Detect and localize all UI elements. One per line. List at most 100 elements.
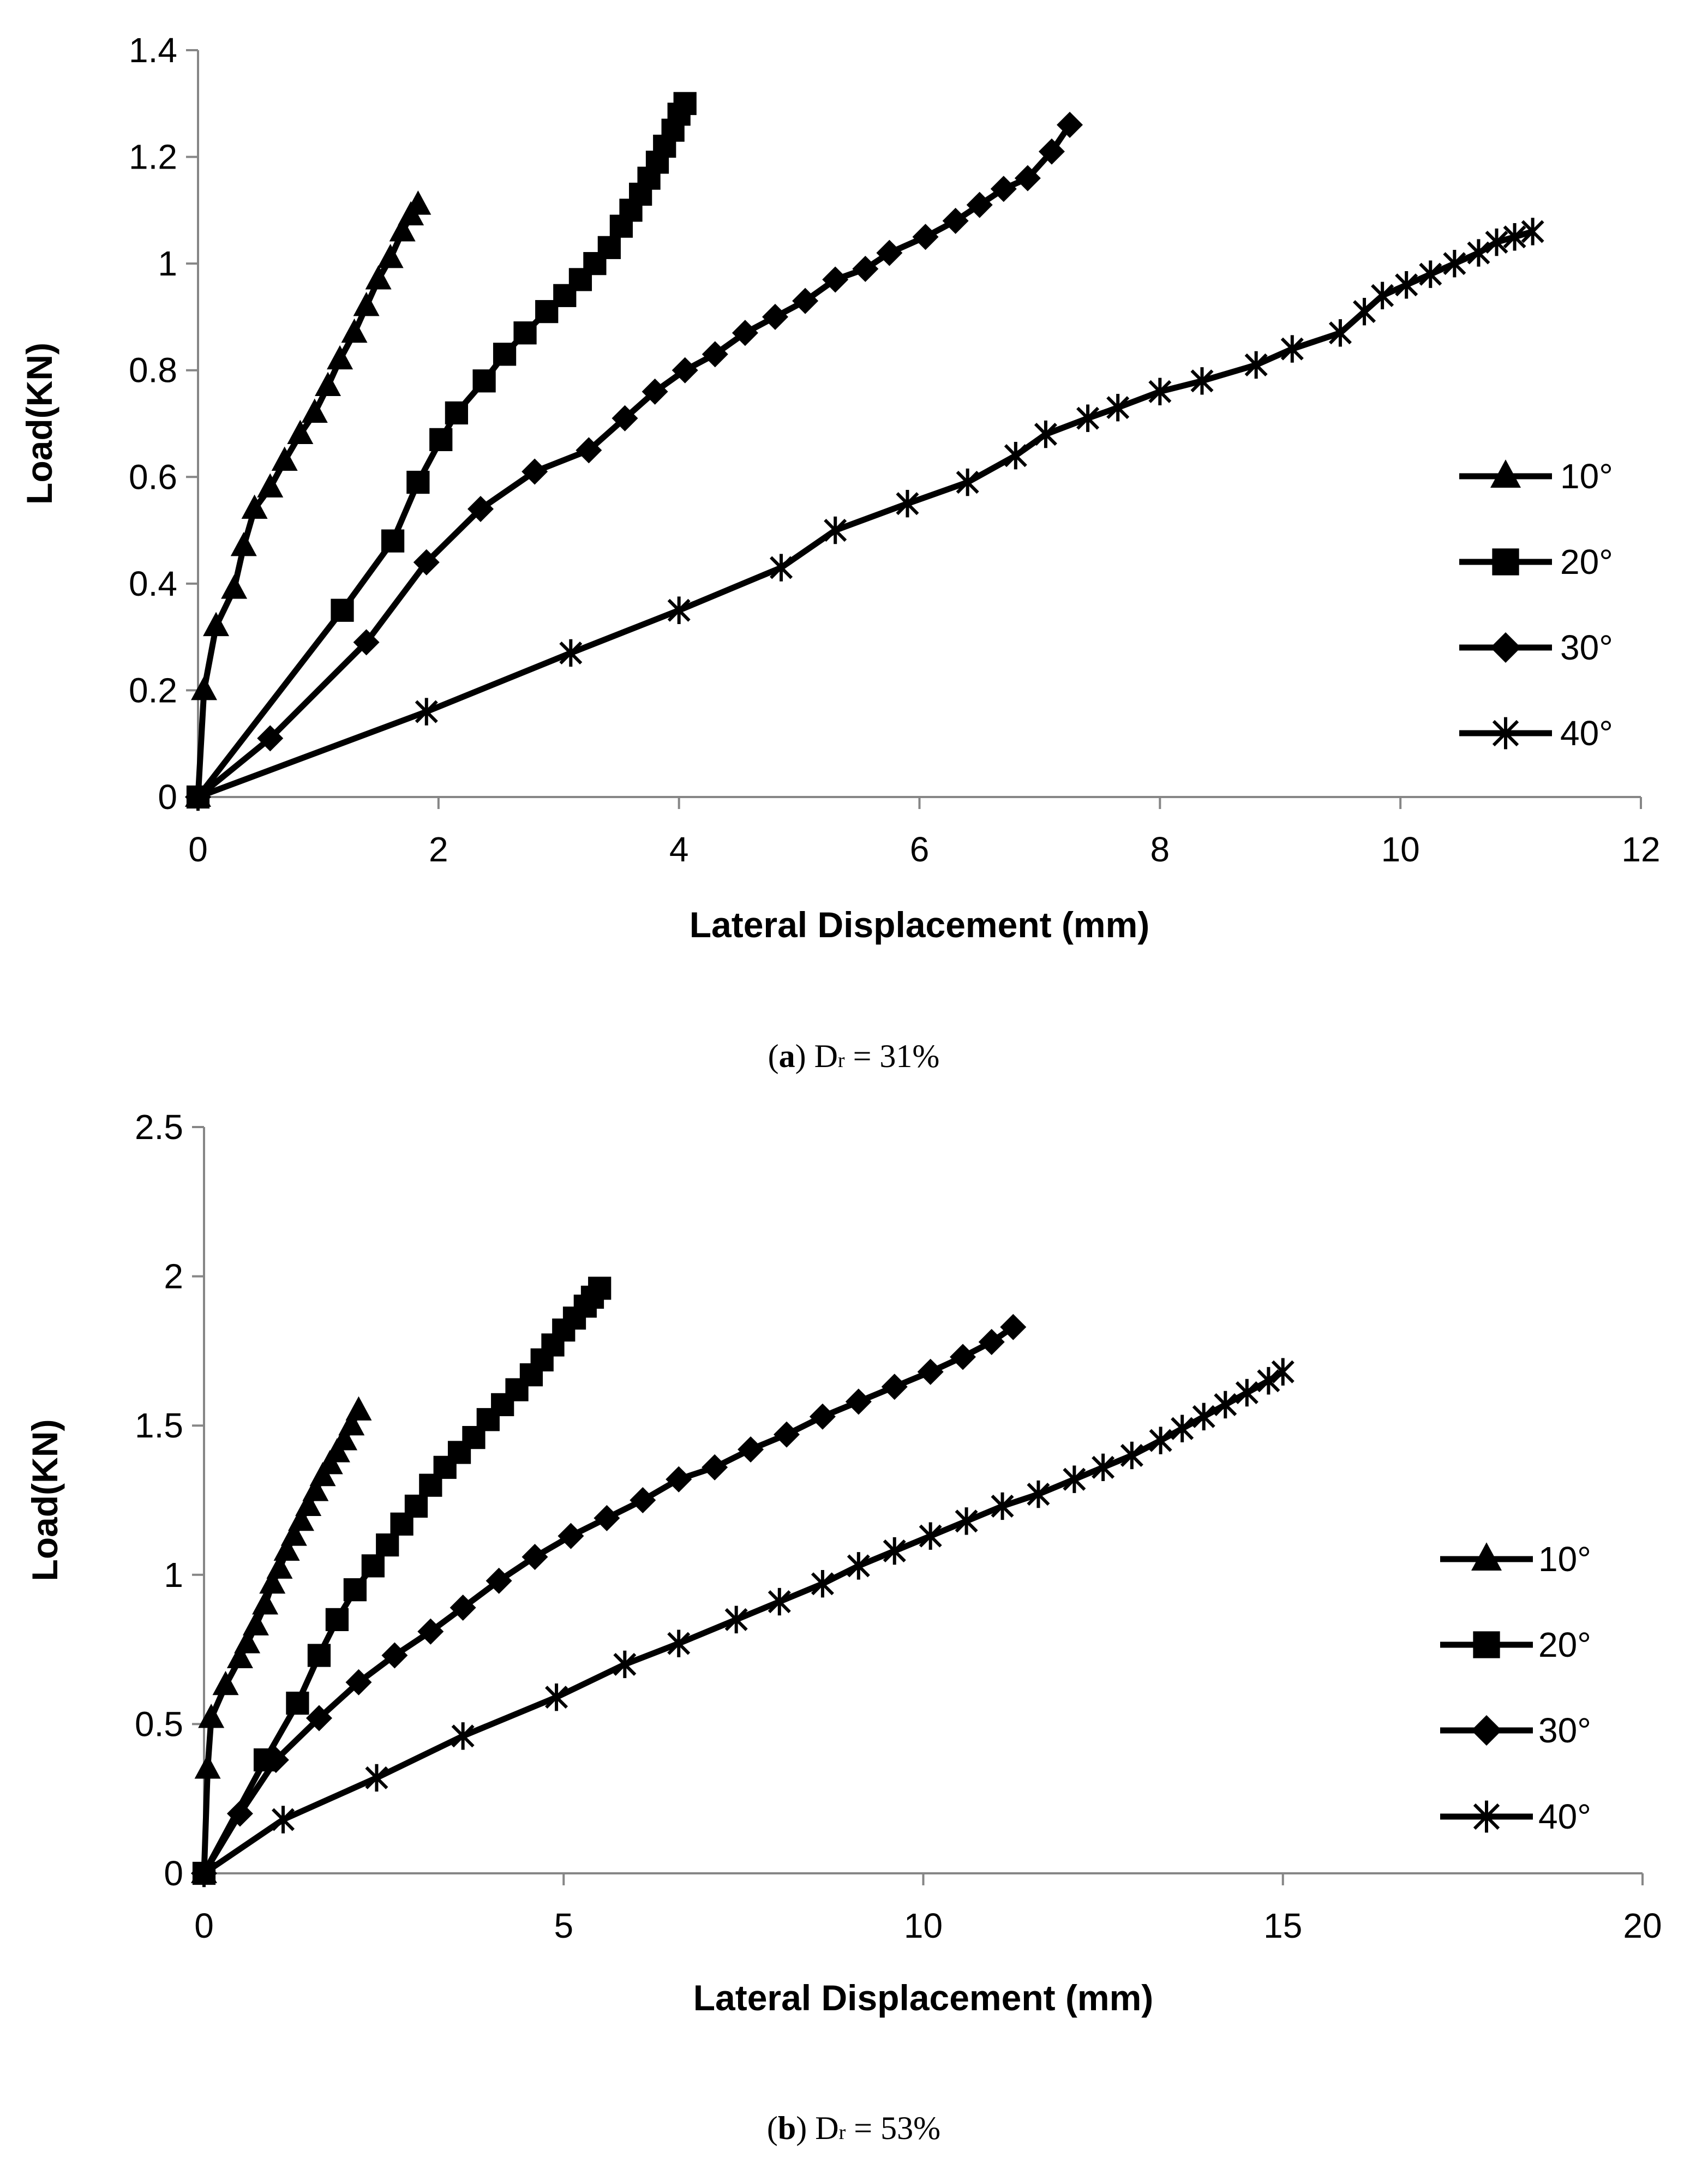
data-point (203, 612, 230, 637)
legend-item: 20° (1459, 542, 1613, 582)
data-point (824, 516, 847, 544)
y-tick-label: 0.4 (129, 564, 177, 603)
data-point (768, 1587, 791, 1616)
y-tick-label: 0 (164, 1854, 183, 1893)
data-point (732, 320, 758, 346)
data-point (266, 1554, 293, 1579)
legend-marker-square (1492, 548, 1519, 576)
legend-item: 10° (1440, 1539, 1591, 1579)
data-point (792, 287, 819, 314)
data-point (724, 1605, 748, 1634)
x-tick-label: 8 (1150, 830, 1170, 869)
data-point (919, 1522, 942, 1550)
data-point (576, 437, 602, 464)
data-point (353, 629, 380, 656)
data-point (822, 266, 849, 293)
legend-marker-triangle (1471, 1542, 1502, 1571)
chart-panel-a: 0 0.2 0.4 0.6 0.8 1 1.2 1.4 0 2 4 6 8 10 12 Lateral Dis… (19, 31, 1661, 1074)
data-point (212, 1670, 239, 1695)
data-point (673, 92, 697, 115)
data-point (445, 401, 469, 425)
data-point (406, 470, 430, 494)
x-tick-label: 10 (904, 1906, 943, 1945)
y-tick-label: 1 (164, 1555, 183, 1595)
data-point (1057, 111, 1083, 138)
series-1 (191, 1396, 372, 1883)
series-line (201, 1325, 1015, 1875)
legend-label: 20° (1560, 542, 1613, 582)
data-point (588, 1277, 612, 1300)
x-tick-label: 20 (1623, 1906, 1662, 1945)
legend-label: 10° (1538, 1539, 1591, 1579)
data-point (271, 446, 298, 471)
data-point (1038, 138, 1065, 165)
x-tick-label: 4 (669, 830, 689, 869)
data-point (612, 405, 638, 432)
legend-marker-square (1473, 1631, 1500, 1658)
data-point (896, 489, 919, 518)
data-point (252, 1590, 279, 1615)
y-tick-label: 0.5 (135, 1704, 183, 1743)
series-4 (186, 218, 1544, 811)
data-point (273, 1536, 300, 1561)
data-point (545, 1683, 568, 1711)
data-point (257, 725, 284, 752)
data-point (242, 1611, 269, 1635)
legend-label: 40° (1538, 1797, 1591, 1836)
legend-item: 30° (1459, 628, 1613, 667)
data-point (413, 549, 440, 576)
legend-item: 40° (1459, 714, 1613, 753)
y-tick-label: 0 (158, 777, 177, 817)
data-point (594, 1505, 620, 1531)
data-point (991, 1492, 1014, 1520)
data-point (338, 1411, 365, 1436)
y-tick-label: 1.2 (129, 137, 177, 177)
legend-item: 10° (1459, 457, 1613, 496)
x-axis-title: Lateral Displacement (mm) (690, 904, 1150, 945)
series-line (196, 123, 1072, 800)
data-point (1521, 218, 1544, 245)
data-point (597, 236, 621, 259)
data-point (956, 468, 979, 496)
data-point (1503, 223, 1526, 251)
data-point (1106, 393, 1130, 422)
data-point (672, 357, 698, 384)
data-point (1244, 351, 1268, 379)
data-point (847, 1552, 870, 1580)
data-point (415, 698, 438, 726)
data-point (287, 1506, 314, 1531)
data-point (230, 532, 257, 556)
legend-label: 30° (1560, 628, 1613, 667)
data-point (762, 303, 788, 330)
data-point (493, 343, 517, 366)
x-tick-label: 2 (429, 830, 448, 869)
data-point (1485, 228, 1508, 256)
data-point (1419, 260, 1442, 288)
data-point (1148, 378, 1172, 406)
legend-marker-triangle (1490, 459, 1521, 488)
data-point (234, 1629, 261, 1653)
legend-marker-star (1492, 717, 1519, 750)
data-point (1171, 1415, 1194, 1442)
data-point (1190, 367, 1214, 395)
data-point (1000, 1314, 1027, 1340)
data-point (955, 1507, 978, 1535)
data-point (667, 596, 691, 624)
data-point (1120, 1441, 1143, 1470)
data-point (377, 243, 404, 268)
series-1 (185, 190, 432, 807)
data-point (417, 1618, 444, 1645)
series-3 (185, 111, 1083, 810)
data-point (272, 1806, 295, 1834)
data-point (881, 1374, 908, 1400)
data-point (345, 1669, 372, 1695)
data-point (1004, 441, 1027, 470)
data-point (1271, 1358, 1295, 1386)
caption: (b) Dr = 53% (767, 2110, 940, 2146)
data-point (1371, 281, 1394, 310)
data-point (325, 1608, 349, 1631)
data-point (845, 1388, 872, 1415)
data-point (630, 1487, 656, 1513)
data-point (361, 1554, 385, 1578)
caption: (a) Dr = 31% (768, 1038, 940, 1074)
